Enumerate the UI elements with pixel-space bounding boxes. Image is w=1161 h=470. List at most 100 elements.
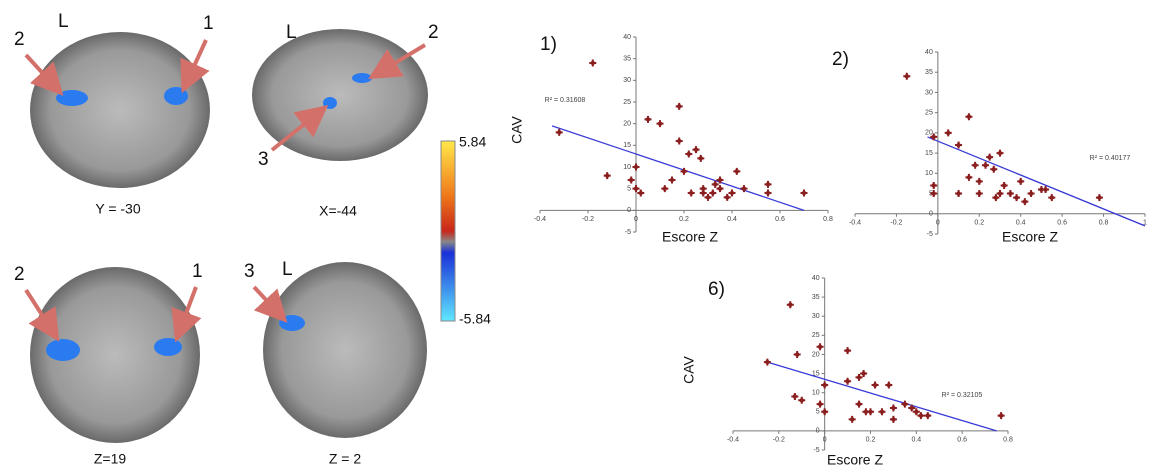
- point-dot: [905, 74, 909, 78]
- point-dot: [766, 191, 770, 195]
- point-dot: [1023, 199, 1027, 203]
- activation: [164, 87, 188, 105]
- point-dot: [677, 139, 681, 143]
- point-dot: [845, 379, 849, 383]
- x-axis-label: Escore Z: [1002, 229, 1058, 245]
- point-dot: [919, 413, 923, 417]
- point-dot: [880, 410, 884, 414]
- point-dot: [701, 191, 705, 195]
- y-tick-label: 10: [623, 164, 631, 171]
- point-dot: [634, 186, 638, 190]
- point-dot: [910, 406, 914, 410]
- trend-line: [928, 137, 1146, 226]
- point-dot: [903, 402, 907, 406]
- point-dot: [742, 186, 746, 190]
- point-dot: [682, 169, 686, 173]
- point-dot: [932, 191, 936, 195]
- point-dot: [677, 104, 681, 108]
- point-dot: [639, 191, 643, 195]
- x-tick-label: 0: [634, 216, 638, 223]
- point-dot: [977, 179, 981, 183]
- activation: [46, 339, 80, 361]
- point-dot: [994, 195, 998, 199]
- y-tick-label: 40: [623, 34, 631, 41]
- point-dot: [629, 178, 633, 182]
- x-tick-label: 0.6: [1057, 220, 1067, 227]
- point-dot: [932, 135, 936, 139]
- side-label: L: [58, 11, 69, 32]
- x-axis-label: Escore Z: [662, 229, 718, 245]
- point-dot: [992, 167, 996, 171]
- axial-slice: [263, 262, 427, 438]
- point-dot: [914, 410, 918, 414]
- x-tick-label: 0.4: [727, 216, 737, 223]
- activation: [279, 315, 305, 331]
- colorbar-min: -5.84: [459, 311, 491, 327]
- point-dot: [998, 191, 1002, 195]
- slice-caption: Z = 2: [329, 451, 362, 467]
- point-dot: [646, 117, 650, 121]
- figure: L 2 1 Y = -30 L 2 3 X=-44 2 1 Z=19 L 3 Z…: [0, 0, 1161, 470]
- slice-caption: Y = -30: [95, 201, 140, 217]
- point-dot: [845, 348, 849, 352]
- point-dot: [706, 195, 710, 199]
- point-dot: [983, 163, 987, 167]
- chart-title: 6): [708, 279, 725, 300]
- y-tick-label: 15: [925, 150, 933, 157]
- y-tick-label: 35: [925, 69, 933, 76]
- x-tick-label: 0: [936, 220, 940, 227]
- y-tick-label: 0: [627, 207, 631, 214]
- point-dot: [1097, 195, 1101, 199]
- y-tick-label: 20: [623, 121, 631, 128]
- point-dot: [1029, 191, 1033, 195]
- x-tick-label: 0: [823, 437, 827, 444]
- activation: [352, 73, 372, 83]
- annotation: R² = 0.31608: [545, 97, 586, 104]
- y-tick-label: 40: [925, 49, 933, 56]
- point-dot: [956, 143, 960, 147]
- y-tick-label: 0: [816, 428, 820, 435]
- y-tick-label: 30: [925, 89, 933, 96]
- sagittal-slice: [252, 29, 428, 161]
- y-tick-label: 10: [925, 170, 933, 177]
- point-dot: [967, 115, 971, 119]
- point-dot: [605, 173, 609, 177]
- point-dot: [861, 371, 865, 375]
- y-tick-label: 5: [627, 186, 631, 193]
- point-dot: [1008, 191, 1012, 195]
- point-dot: [795, 352, 799, 356]
- y-tick-label: -5: [813, 447, 819, 454]
- region-label: 1: [203, 13, 214, 34]
- x-tick-label: 0.8: [1003, 437, 1013, 444]
- point-dot: [557, 130, 561, 134]
- x-tick-label: 0.2: [679, 216, 689, 223]
- point-dot: [1050, 195, 1054, 199]
- x-tick-label: 0.2: [866, 437, 876, 444]
- y-tick-label: 0: [929, 211, 933, 218]
- point-dot: [967, 175, 971, 179]
- colorbar: [441, 141, 455, 321]
- x-tick-label: 0.4: [911, 437, 921, 444]
- slice-caption: Z=19: [94, 451, 127, 467]
- activation: [154, 338, 182, 356]
- x-tick-label: 0.6: [957, 437, 967, 444]
- x-tick-label: -0.4: [534, 216, 546, 223]
- point-dot: [857, 375, 861, 379]
- point-dot: [926, 413, 930, 417]
- point-dot: [946, 131, 950, 135]
- y-tick-label: 15: [623, 142, 631, 149]
- annotation: R² = 0.32105: [942, 392, 983, 399]
- chart-title: 2): [832, 49, 849, 70]
- y-tick-label: 10: [812, 390, 820, 397]
- point-dot: [987, 155, 991, 159]
- x-axis-label: Escore Z: [827, 452, 883, 468]
- point-dot: [932, 183, 936, 187]
- point-dot: [1043, 187, 1047, 191]
- y-tick-label: 20: [925, 130, 933, 137]
- point-dot: [765, 360, 769, 364]
- activation: [323, 97, 337, 109]
- y-tick-label: 30: [623, 77, 631, 84]
- y-tick-label: 35: [623, 56, 631, 63]
- point-dot: [694, 147, 698, 151]
- x-tick-label: -0.4: [849, 220, 861, 227]
